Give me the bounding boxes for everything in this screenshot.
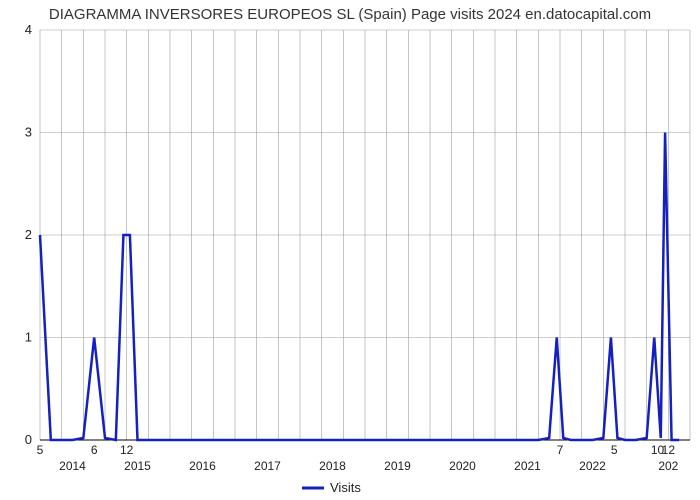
x-year-label: 2017 <box>254 459 281 473</box>
y-tick-label: 1 <box>25 330 32 345</box>
x-year-label: 2021 <box>514 459 541 473</box>
visits-line-chart: 0123456127510122014201520162017201820192… <box>0 0 700 500</box>
y-tick-label: 4 <box>25 22 32 37</box>
x-value-label: 7 <box>557 443 564 457</box>
x-year-label: 2018 <box>319 459 346 473</box>
x-year-label: 202 <box>658 459 678 473</box>
x-year-label: 2015 <box>124 459 151 473</box>
x-year-label: 2020 <box>449 459 476 473</box>
x-year-label: 2022 <box>579 459 606 473</box>
y-tick-label: 0 <box>25 432 32 447</box>
x-year-label: 2019 <box>384 459 411 473</box>
x-year-label: 2014 <box>59 459 86 473</box>
y-tick-label: 3 <box>25 125 32 140</box>
x-value-label: 6 <box>91 443 98 457</box>
x-value-label: 5 <box>611 443 618 457</box>
y-tick-label: 2 <box>25 227 32 242</box>
x-value-label: 5 <box>37 443 44 457</box>
x-year-label: 2016 <box>189 459 216 473</box>
x-value-label: 12 <box>662 443 676 457</box>
x-value-label: 12 <box>120 443 134 457</box>
chart-title: DIAGRAMMA INVERSORES EUROPEOS SL (Spain)… <box>0 6 700 23</box>
legend-label: Visits <box>330 480 361 495</box>
